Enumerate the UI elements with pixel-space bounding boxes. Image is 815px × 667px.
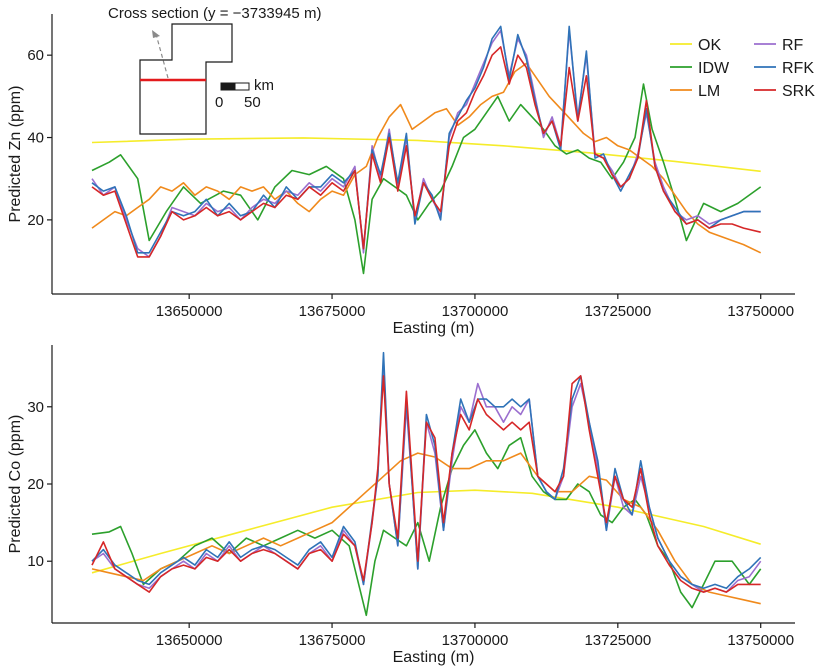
series-line-srk xyxy=(91,375,761,593)
series-line-ok xyxy=(91,489,761,574)
series-line-lm xyxy=(91,62,762,254)
chart-panel-2: 10 20 30 13650000 13675000 13700000 13725000 13… xyxy=(7,345,795,666)
legend-label-rfk: RFK xyxy=(782,60,814,77)
x-tick-label: 13650000 xyxy=(156,303,223,320)
legend-label-lm: LM xyxy=(698,83,720,100)
x-tick-label: 13700000 xyxy=(442,632,509,649)
legend-label-rf: RF xyxy=(782,37,804,54)
x-tick-label: 13700000 xyxy=(442,303,509,320)
x-tick-label: 13750000 xyxy=(727,632,794,649)
chart-panel-1: 20 40 60 13650000 13675000 13700000 13725000 13… xyxy=(7,5,815,337)
series-line-srk xyxy=(91,46,761,258)
series-line-rf xyxy=(91,359,762,593)
x-axis-title: Easting (m) xyxy=(393,649,475,666)
x-tick-label: 13675000 xyxy=(299,303,366,320)
y-tick-label: 10 xyxy=(27,553,44,570)
scale-start-label: 0 xyxy=(215,94,223,111)
scale-bar-filled xyxy=(220,82,236,91)
y-tick-label: 40 xyxy=(27,130,44,147)
scale-end-label: 50 xyxy=(244,94,261,111)
scale-bar-empty xyxy=(234,82,250,91)
x-tick-label: 13725000 xyxy=(584,303,651,320)
y-tick-label: 20 xyxy=(27,212,44,229)
legend-label-srk: SRK xyxy=(782,83,815,100)
legend-label-ok: OK xyxy=(698,37,721,54)
series-line-rf xyxy=(91,29,761,258)
x-tick-label: 13725000 xyxy=(584,632,651,649)
inset-map: Cross section (y = −3733945 m) km 0 50 xyxy=(108,5,321,135)
y-axis-title: Predicted Co (ppm) xyxy=(7,415,24,554)
x-axis-title: Easting (m) xyxy=(393,320,475,337)
scale-unit-label: km xyxy=(254,77,274,94)
legend: OK IDW LM RF RFK SRK xyxy=(670,37,815,100)
series-line-lm xyxy=(91,452,761,605)
y-tick-label: 60 xyxy=(27,47,44,64)
series-line-idw xyxy=(91,429,762,617)
series-line-idw xyxy=(91,83,762,275)
x-tick-label: 13650000 xyxy=(156,632,223,649)
x-tick-label: 13750000 xyxy=(727,303,794,320)
inset-region-outline xyxy=(139,23,233,135)
x-tick-label: 13675000 xyxy=(299,632,366,649)
inset-pointer-line xyxy=(155,33,169,79)
inset-title: Cross section (y = −3733945 m) xyxy=(108,5,321,22)
y-tick-label: 20 xyxy=(27,476,44,493)
y-tick-label: 30 xyxy=(27,399,44,416)
inset-pointer-arrowhead xyxy=(152,30,160,38)
y-axis-title: Predicted Zn (ppm) xyxy=(7,86,24,223)
legend-label-idw: IDW xyxy=(698,60,730,77)
